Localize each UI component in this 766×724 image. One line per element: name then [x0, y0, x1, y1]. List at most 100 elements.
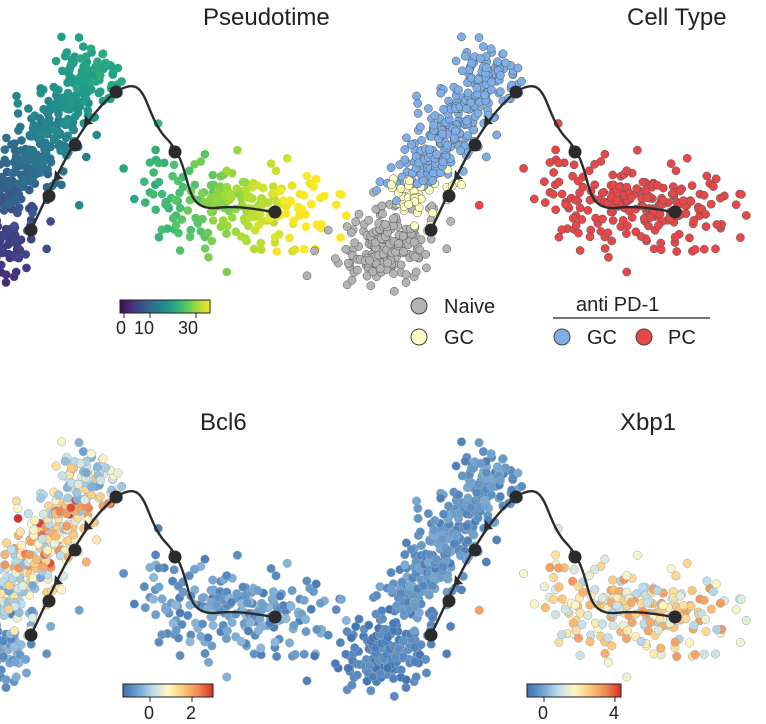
cell-point [0, 627, 3, 636]
cell-point [487, 77, 496, 87]
cell-point [57, 180, 66, 190]
cell-point [699, 244, 709, 254]
cell-point [290, 649, 300, 660]
cell-point [190, 180, 200, 190]
colorbar-tick-label: 0 [116, 318, 126, 338]
cell-point [578, 587, 588, 597]
cell-point [183, 610, 193, 620]
colorbar-tick-label: 10 [134, 318, 154, 338]
cell-point [456, 585, 467, 595]
cell-point [496, 70, 505, 80]
cell-point [589, 564, 600, 574]
cell-point [290, 245, 300, 254]
cell-point [185, 637, 195, 647]
cell-point [653, 585, 663, 595]
cell-point [299, 191, 309, 200]
cell-point [687, 181, 697, 190]
cell-point [554, 582, 564, 592]
cell-point [224, 206, 234, 216]
cell-point [486, 449, 496, 459]
cell-point [540, 603, 550, 613]
cell-point [396, 588, 406, 599]
cell-point [38, 562, 48, 572]
cell-point [401, 538, 411, 548]
cell-point [701, 210, 710, 219]
cell-point [622, 672, 632, 682]
cell-point [557, 189, 567, 199]
cell-point [57, 471, 67, 481]
cell-point [28, 581, 38, 591]
cell-point [638, 177, 648, 187]
cell-point [741, 211, 751, 220]
cell-point [561, 604, 571, 614]
cell-point [236, 232, 246, 241]
cell-point [223, 221, 232, 231]
cell-point [1, 538, 11, 548]
cell-point [372, 590, 382, 601]
cell-point [604, 252, 613, 262]
cell-point [453, 490, 464, 500]
cell-point [316, 193, 325, 203]
cell-point [377, 614, 388, 624]
cell-point [306, 604, 316, 614]
cell-point [203, 228, 213, 238]
cell-point [545, 562, 555, 573]
cell-point [1, 682, 11, 693]
cell-point [370, 238, 380, 247]
cell-point [425, 550, 435, 560]
cell-point [74, 200, 84, 210]
cell-point [351, 622, 361, 632]
cell-point [450, 531, 461, 541]
cell-point [32, 150, 41, 159]
cell-point [342, 222, 352, 231]
cell-point [394, 239, 403, 249]
cell-point [710, 649, 721, 659]
cell-point [474, 200, 484, 210]
cell-point [411, 267, 421, 277]
cell-point [386, 568, 396, 578]
trajectory-node [42, 594, 56, 608]
cell-point [487, 482, 497, 492]
cell-point [10, 252, 20, 262]
cell-point [352, 265, 362, 275]
cell-point [227, 193, 236, 202]
cell-point [600, 149, 610, 159]
cell-point [140, 177, 149, 186]
panel-title-xbp1: Xbp1 [620, 409, 676, 436]
cell-point [203, 633, 213, 643]
cell-point [653, 181, 662, 190]
cell-point [1, 278, 11, 287]
cell-point [232, 184, 241, 193]
points-bcl6 [0, 437, 351, 693]
cell-point [95, 475, 105, 485]
cell-point [279, 196, 288, 205]
cell-point [529, 194, 539, 204]
cell-point [177, 619, 187, 630]
cell-point [350, 643, 360, 653]
cell-point [462, 104, 471, 114]
cell-point [636, 636, 646, 647]
cell-point [689, 216, 699, 225]
cell-point [175, 203, 185, 213]
cell-point [383, 258, 393, 268]
trajectory-node [24, 223, 38, 237]
cell-point [43, 141, 52, 150]
cell-point [347, 680, 357, 690]
cell-point [266, 564, 276, 574]
cell-point [554, 158, 564, 168]
cell-point [380, 219, 390, 229]
cell-point [63, 536, 73, 546]
cell-point [287, 586, 297, 596]
cell-point [342, 211, 351, 220]
legend-swatch-naive [410, 297, 428, 315]
trajectory-arrow [454, 575, 463, 585]
cell-point [557, 594, 567, 604]
cell-point [337, 190, 346, 199]
cell-point [161, 604, 171, 614]
cell-point [36, 493, 46, 503]
cell-point [646, 213, 655, 222]
trajectory-pseudotime [24, 84, 282, 237]
cell-point [642, 193, 652, 203]
cell-point [141, 198, 150, 207]
cell-point [711, 244, 720, 254]
